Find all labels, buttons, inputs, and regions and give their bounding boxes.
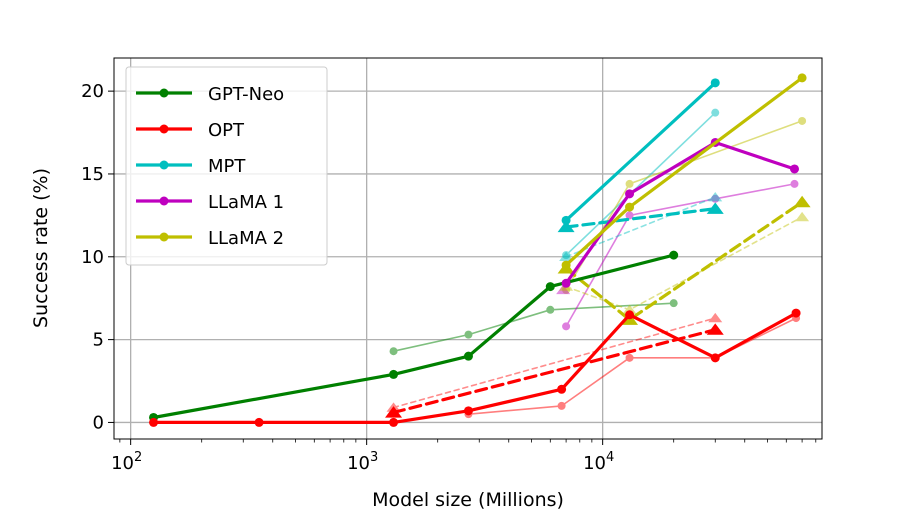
- data-point-triangle: [706, 323, 724, 335]
- data-point: [464, 330, 473, 339]
- data-point-triangle: [556, 284, 571, 295]
- legend-item-gpt-neo: GPT-Neo: [136, 84, 284, 105]
- y-axis-label: Success rate (%): [30, 168, 52, 328]
- series-mpt-dashed: [557, 202, 724, 233]
- y-tick-label: 5: [93, 330, 104, 351]
- series-line-opt: [151, 311, 798, 424]
- data-series: [149, 73, 811, 427]
- data-point: [711, 194, 720, 203]
- y-tick-label: 0: [93, 412, 104, 433]
- x-tick-label: 104: [583, 450, 614, 474]
- data-point-triangle: [708, 191, 723, 202]
- data-point: [557, 401, 566, 410]
- data-point: [791, 308, 801, 318]
- data-point: [798, 116, 807, 125]
- series-line-llama-1-faint: [565, 183, 796, 328]
- legend-swatch-marker: [159, 88, 169, 98]
- legend-label: OPT: [208, 120, 245, 141]
- data-point: [710, 78, 720, 88]
- data-point: [790, 179, 799, 188]
- x-tick-label: 103: [347, 450, 378, 474]
- legend-item-llama-2: LLaMA 2: [136, 228, 284, 249]
- data-point: [463, 351, 473, 361]
- legend-item-mpt: MPT: [136, 156, 246, 177]
- series-opt: [149, 308, 801, 427]
- legend-item-opt: OPT: [136, 120, 245, 141]
- plot-frame: [113, 57, 823, 440]
- legend-box: [125, 66, 328, 266]
- data-point: [562, 285, 571, 294]
- y-tick-label: 15: [81, 164, 104, 185]
- data-point-triangle: [557, 220, 575, 233]
- series-line-llama-2-faint-dashed: [565, 216, 803, 311]
- data-point: [711, 108, 720, 117]
- series-line-mpt: [564, 81, 717, 222]
- data-point: [546, 305, 555, 314]
- data-point: [669, 250, 679, 260]
- data-point-triangle: [622, 304, 637, 314]
- data-point: [562, 322, 571, 331]
- series-line-opt-dashed: [391, 328, 717, 415]
- series-mpt: [561, 78, 720, 225]
- data-point: [625, 202, 635, 212]
- data-point: [254, 417, 264, 427]
- data-point: [561, 278, 571, 288]
- legend-item-llama-1: LLaMA 1: [136, 192, 284, 213]
- legend-label: MPT: [208, 156, 246, 177]
- data-point: [625, 211, 634, 220]
- series-line-opt-faint-dashed: [392, 317, 717, 409]
- legend-label: LLaMA 2: [208, 228, 284, 249]
- legend-swatch-marker: [159, 160, 169, 170]
- legend: GPT-Neo OPT MPT LLaMA 1 LLaMA 2: [125, 66, 328, 266]
- x-tick-label: 102: [111, 450, 142, 474]
- data-point-triangle: [795, 211, 810, 222]
- series-line-mpt-faint: [565, 111, 717, 256]
- data-point: [389, 369, 399, 379]
- series-line-llama-1: [564, 140, 797, 285]
- data-point: [149, 417, 159, 427]
- series-line-mpt-dashed: [564, 207, 717, 229]
- y-tick-label: 10: [81, 247, 104, 268]
- data-point: [561, 260, 571, 270]
- data-point-triangle: [385, 406, 403, 418]
- series-line-llama-2-dashed: [564, 200, 804, 322]
- legend-swatch-marker: [159, 232, 169, 242]
- legend-swatch-marker: [159, 124, 169, 134]
- legend-label: LLaMA 1: [208, 192, 284, 213]
- data-point: [389, 417, 399, 427]
- data-point: [625, 310, 635, 320]
- data-point: [790, 164, 800, 174]
- data-point: [562, 251, 571, 260]
- series-llama-2: [561, 73, 807, 270]
- data-point: [545, 282, 555, 292]
- series-llama-1: [561, 137, 800, 288]
- legend-swatch-marker: [159, 196, 169, 206]
- data-point: [625, 189, 635, 199]
- series-opt-dashed: [385, 323, 724, 418]
- series-llama-1-faint-dashed: [556, 284, 571, 295]
- data-point: [561, 215, 571, 225]
- data-point: [669, 299, 678, 308]
- data-point: [625, 179, 634, 188]
- data-point: [625, 353, 634, 362]
- data-point: [557, 384, 567, 394]
- axes: 0 5 10 15 20 102 103 104: [81, 81, 817, 474]
- x-axis-label: Model size (Millions): [372, 489, 564, 511]
- data-point: [797, 73, 807, 83]
- series-mpt-faint: [562, 108, 720, 260]
- legend-label: GPT-Neo: [208, 84, 284, 105]
- data-point-triangle: [793, 195, 811, 208]
- data-point-triangle: [559, 251, 574, 261]
- series-llama-1-faint: [562, 179, 799, 331]
- y-tick-label: 20: [81, 81, 104, 102]
- data-point: [463, 406, 473, 416]
- data-point: [710, 353, 720, 363]
- data-point-triangle: [706, 202, 724, 214]
- data-point-triangle: [708, 312, 723, 323]
- data-point: [389, 347, 398, 356]
